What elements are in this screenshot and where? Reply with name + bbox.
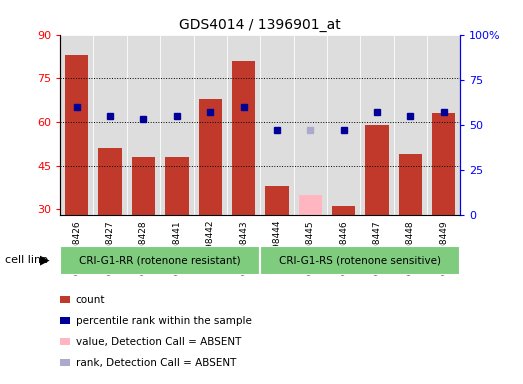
Text: count: count [76,295,105,305]
Bar [227,35,260,215]
Bar [260,35,293,215]
Text: CRI-G1-RS (rotenone sensitive): CRI-G1-RS (rotenone sensitive) [279,255,441,265]
Text: percentile rank within the sample: percentile rank within the sample [76,316,252,326]
Bar [194,35,227,215]
Text: rank, Detection Call = ABSENT: rank, Detection Call = ABSENT [76,358,236,368]
Bar [332,206,355,215]
Bar [127,35,160,215]
Text: CRI-G1-RR (rotenone resistant): CRI-G1-RR (rotenone resistant) [79,255,241,265]
Bar [365,125,389,215]
Bar [432,113,455,215]
Text: ▶: ▶ [40,254,50,266]
Bar [394,35,427,215]
Bar [299,195,322,215]
Bar [327,35,360,215]
Bar [60,246,260,275]
Bar [160,35,194,215]
Bar [65,55,88,215]
Bar [293,35,327,215]
Bar [427,35,460,215]
Bar [98,148,122,215]
Text: value, Detection Call = ABSENT: value, Detection Call = ABSENT [76,337,241,347]
Bar [132,157,155,215]
Bar [260,246,460,275]
Bar [232,61,255,215]
Bar [360,35,393,215]
Bar [399,154,422,215]
Title: GDS4014 / 1396901_at: GDS4014 / 1396901_at [179,18,341,32]
Bar [60,35,94,215]
Bar [94,35,127,215]
Bar [165,157,188,215]
Bar [199,99,222,215]
Bar [265,186,289,215]
Text: cell line: cell line [5,255,48,265]
